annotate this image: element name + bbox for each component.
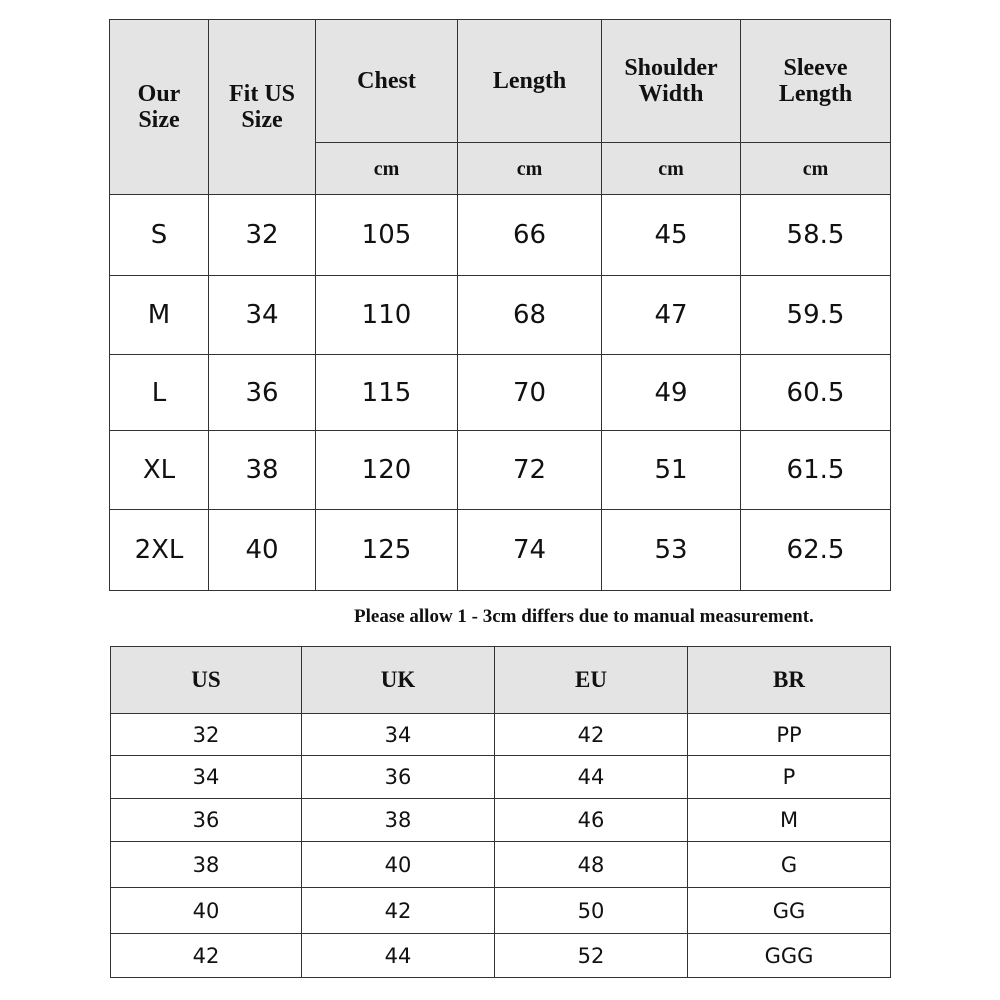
table-cell: 40 bbox=[110, 887, 302, 934]
table-cell: 110 bbox=[315, 275, 458, 355]
table-cell: 2XL bbox=[109, 509, 209, 591]
table-cell: 42 bbox=[494, 713, 688, 756]
table-cell: 44 bbox=[301, 933, 495, 978]
table-cell: 66 bbox=[457, 194, 602, 276]
table-cell: 62.5 bbox=[740, 509, 891, 591]
table-cell: 46 bbox=[494, 798, 688, 842]
measurement-note: Please allow 1 - 3cm differs due to manu… bbox=[354, 606, 814, 627]
table-cell: GG bbox=[687, 887, 891, 934]
table-cell: 74 bbox=[457, 509, 602, 591]
table-cell: M bbox=[687, 798, 891, 842]
table-cell: 44 bbox=[494, 755, 688, 799]
header-shoulder-width: Shoulder Width bbox=[601, 19, 741, 143]
unit-chest: cm bbox=[315, 142, 458, 195]
table-cell: 50 bbox=[494, 887, 688, 934]
table-cell: PP bbox=[687, 713, 891, 756]
unit-shoulder: cm bbox=[601, 142, 741, 195]
table-cell: 125 bbox=[315, 509, 458, 591]
table-cell: 34 bbox=[208, 275, 316, 355]
table-cell: 42 bbox=[301, 887, 495, 934]
table-cell: XL bbox=[109, 430, 209, 510]
header-us: US bbox=[110, 646, 302, 714]
table-cell: 38 bbox=[301, 798, 495, 842]
table-cell: 42 bbox=[110, 933, 302, 978]
table-row: L 36 115 70 49 60.5 bbox=[109, 354, 891, 431]
table-row: 36 38 46 M bbox=[110, 798, 891, 842]
table-cell: M bbox=[109, 275, 209, 355]
table-row: 38 40 48 G bbox=[110, 841, 891, 888]
table-row: 32 34 42 PP bbox=[110, 713, 891, 756]
table-cell: 45 bbox=[601, 194, 741, 276]
table-cell: 58.5 bbox=[740, 194, 891, 276]
header-length: Length bbox=[457, 19, 602, 143]
table-row: 42 44 52 GGG bbox=[110, 933, 891, 978]
table-cell: 32 bbox=[208, 194, 316, 276]
unit-sleeve: cm bbox=[740, 142, 891, 195]
table-cell: S bbox=[109, 194, 209, 276]
table-cell: 59.5 bbox=[740, 275, 891, 355]
table-cell: 32 bbox=[110, 713, 302, 756]
table-cell: 68 bbox=[457, 275, 602, 355]
table-cell: 38 bbox=[110, 841, 302, 888]
table-cell: L bbox=[109, 354, 209, 431]
header-chest: Chest bbox=[315, 19, 458, 143]
table-cell: 53 bbox=[601, 509, 741, 591]
table-cell: 47 bbox=[601, 275, 741, 355]
table-cell: 40 bbox=[208, 509, 316, 591]
header-our-size: Our Size bbox=[109, 19, 209, 195]
table-cell: 48 bbox=[494, 841, 688, 888]
size-conversion-table: US UK EU BR 32 34 42 PP 34 36 44 P 36 38 46 M 38 40 48… bbox=[110, 646, 891, 978]
table-cell: 120 bbox=[315, 430, 458, 510]
header-eu: EU bbox=[494, 646, 688, 714]
table-cell: 36 bbox=[110, 798, 302, 842]
table-cell: 51 bbox=[601, 430, 741, 510]
table-cell: 61.5 bbox=[740, 430, 891, 510]
header-uk: UK bbox=[301, 646, 495, 714]
size-chart-table: Our Size Fit US Size Chest Length Should… bbox=[109, 19, 891, 591]
table-cell: 52 bbox=[494, 933, 688, 978]
table-cell: P bbox=[687, 755, 891, 799]
table-cell: GGG bbox=[687, 933, 891, 978]
header-fit-us-size: Fit US Size bbox=[208, 19, 316, 195]
table-cell: 40 bbox=[301, 841, 495, 888]
table-cell: 34 bbox=[110, 755, 302, 799]
table-row: 34 36 44 P bbox=[110, 755, 891, 799]
table-cell: 38 bbox=[208, 430, 316, 510]
table-row: XL 38 120 72 51 61.5 bbox=[109, 430, 891, 510]
table-row: S 32 105 66 45 58.5 bbox=[109, 194, 891, 276]
table-cell: G bbox=[687, 841, 891, 888]
table-cell: 36 bbox=[301, 755, 495, 799]
table-cell: 60.5 bbox=[740, 354, 891, 431]
table-cell: 105 bbox=[315, 194, 458, 276]
table-cell: 70 bbox=[457, 354, 602, 431]
table-cell: 36 bbox=[208, 354, 316, 431]
table-cell: 115 bbox=[315, 354, 458, 431]
header-br: BR bbox=[687, 646, 891, 714]
table-row: 40 42 50 GG bbox=[110, 887, 891, 934]
table-cell: 34 bbox=[301, 713, 495, 756]
table-cell: 49 bbox=[601, 354, 741, 431]
table-row: 2XL 40 125 74 53 62.5 bbox=[109, 509, 891, 591]
header-sleeve-length: Sleeve Length bbox=[740, 19, 891, 143]
unit-length: cm bbox=[457, 142, 602, 195]
table-cell: 72 bbox=[457, 430, 602, 510]
table-row: M 34 110 68 47 59.5 bbox=[109, 275, 891, 355]
